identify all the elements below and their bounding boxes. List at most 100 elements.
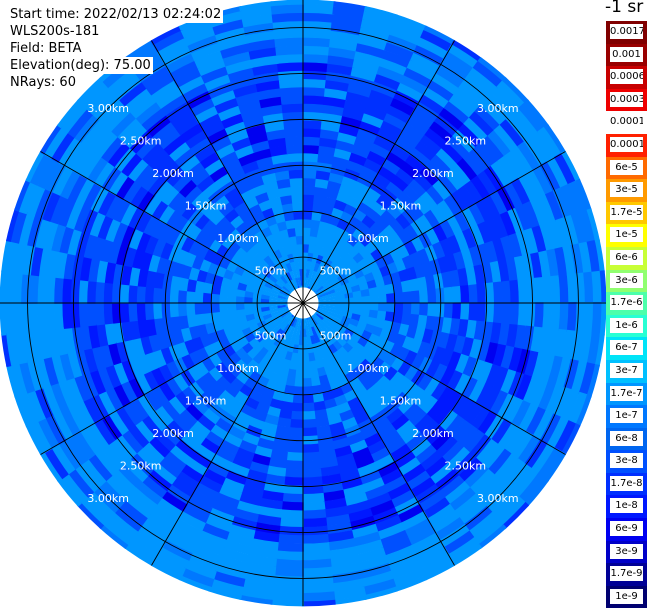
data-cell xyxy=(343,287,353,295)
data-cell xyxy=(264,120,286,133)
data-cell xyxy=(456,157,479,182)
data-cell xyxy=(257,505,282,519)
data-cell xyxy=(501,280,511,304)
data-cell xyxy=(152,29,186,53)
data-cell xyxy=(292,394,304,404)
data-cell xyxy=(220,547,251,564)
data-cell xyxy=(221,369,237,385)
data-cell xyxy=(206,460,230,479)
data-cell xyxy=(315,425,332,436)
data-cell xyxy=(104,260,117,284)
data-cell xyxy=(74,463,101,493)
data-cell xyxy=(206,127,230,146)
range-label: 2.00km xyxy=(152,167,194,180)
data-cell xyxy=(141,414,162,438)
data-cell xyxy=(201,218,217,235)
data-cell xyxy=(309,227,319,238)
data-cell xyxy=(268,261,279,272)
data-cell xyxy=(211,499,237,517)
data-cell xyxy=(322,268,332,278)
data-cell xyxy=(385,151,407,169)
data-cell xyxy=(129,129,154,154)
data-cell xyxy=(413,172,434,193)
range-label: 3.00km xyxy=(477,492,519,505)
data-cell xyxy=(269,353,280,365)
data-cell xyxy=(204,321,216,335)
data-cell xyxy=(417,314,428,330)
data-cell xyxy=(578,241,593,275)
data-cell xyxy=(279,289,288,296)
colorbar-cell: 1e-6 xyxy=(606,314,647,338)
data-cell xyxy=(379,57,409,76)
data-cell xyxy=(185,290,196,304)
data-cell xyxy=(268,274,278,284)
data-cell xyxy=(439,366,456,387)
data-cell xyxy=(167,395,186,415)
data-cell xyxy=(126,537,159,563)
data-cell xyxy=(325,313,335,321)
data-cell xyxy=(166,166,187,187)
data-cell xyxy=(268,343,278,355)
data-cell xyxy=(104,104,132,132)
data-cell xyxy=(86,279,97,304)
data-cell xyxy=(278,292,288,298)
data-cell xyxy=(322,104,346,117)
data-cell xyxy=(180,122,204,143)
data-cell xyxy=(384,311,395,323)
data-cell xyxy=(418,93,446,116)
data-cell xyxy=(6,208,20,242)
data-cell xyxy=(79,426,103,456)
data-cell xyxy=(111,111,138,138)
data-cell xyxy=(441,271,453,289)
data-cell xyxy=(311,343,319,353)
data-cell xyxy=(469,146,492,172)
data-cell xyxy=(302,78,328,89)
data-cell xyxy=(469,434,492,460)
data-cell xyxy=(324,258,334,269)
data-cell xyxy=(107,511,139,539)
data-cell xyxy=(468,202,486,226)
data-cell xyxy=(366,208,382,223)
data-cell xyxy=(276,374,288,386)
data-cell xyxy=(154,180,174,201)
data-cell xyxy=(308,360,318,371)
data-cell xyxy=(196,413,216,432)
data-cell xyxy=(352,531,381,547)
data-cell xyxy=(566,302,578,333)
data-cell xyxy=(383,224,398,240)
data-cell xyxy=(238,1,273,12)
data-cell xyxy=(302,152,320,163)
data-cell xyxy=(484,282,495,304)
data-cell xyxy=(361,112,385,129)
data-cell xyxy=(384,42,416,61)
data-cell xyxy=(86,490,116,520)
data-cell xyxy=(360,18,394,36)
data-cell xyxy=(474,104,502,132)
data-cell xyxy=(318,308,328,314)
data-cell xyxy=(306,319,312,329)
data-cell xyxy=(523,227,539,256)
data-cell xyxy=(293,377,304,388)
start-time: Start time: 2022/02/13 02:24:02 xyxy=(10,6,224,23)
data-cell xyxy=(201,356,216,373)
data-cell xyxy=(208,366,223,382)
data-cell xyxy=(515,230,531,258)
data-cell xyxy=(80,118,107,148)
data-cell xyxy=(294,319,300,329)
data-cell xyxy=(416,546,450,569)
data-cell xyxy=(112,321,125,344)
data-cell xyxy=(413,44,445,67)
data-cell xyxy=(118,80,148,107)
data-cell xyxy=(384,283,395,295)
data-cell xyxy=(446,135,471,160)
data-cell xyxy=(400,280,412,293)
data-cell xyxy=(371,201,388,217)
data-cell xyxy=(255,263,266,274)
data-cell xyxy=(170,315,181,332)
data-cell xyxy=(117,117,143,143)
data-cell xyxy=(120,380,138,404)
data-cell xyxy=(499,211,517,237)
data-cell xyxy=(75,230,91,258)
data-cell xyxy=(143,370,160,391)
data-cell xyxy=(369,294,379,304)
